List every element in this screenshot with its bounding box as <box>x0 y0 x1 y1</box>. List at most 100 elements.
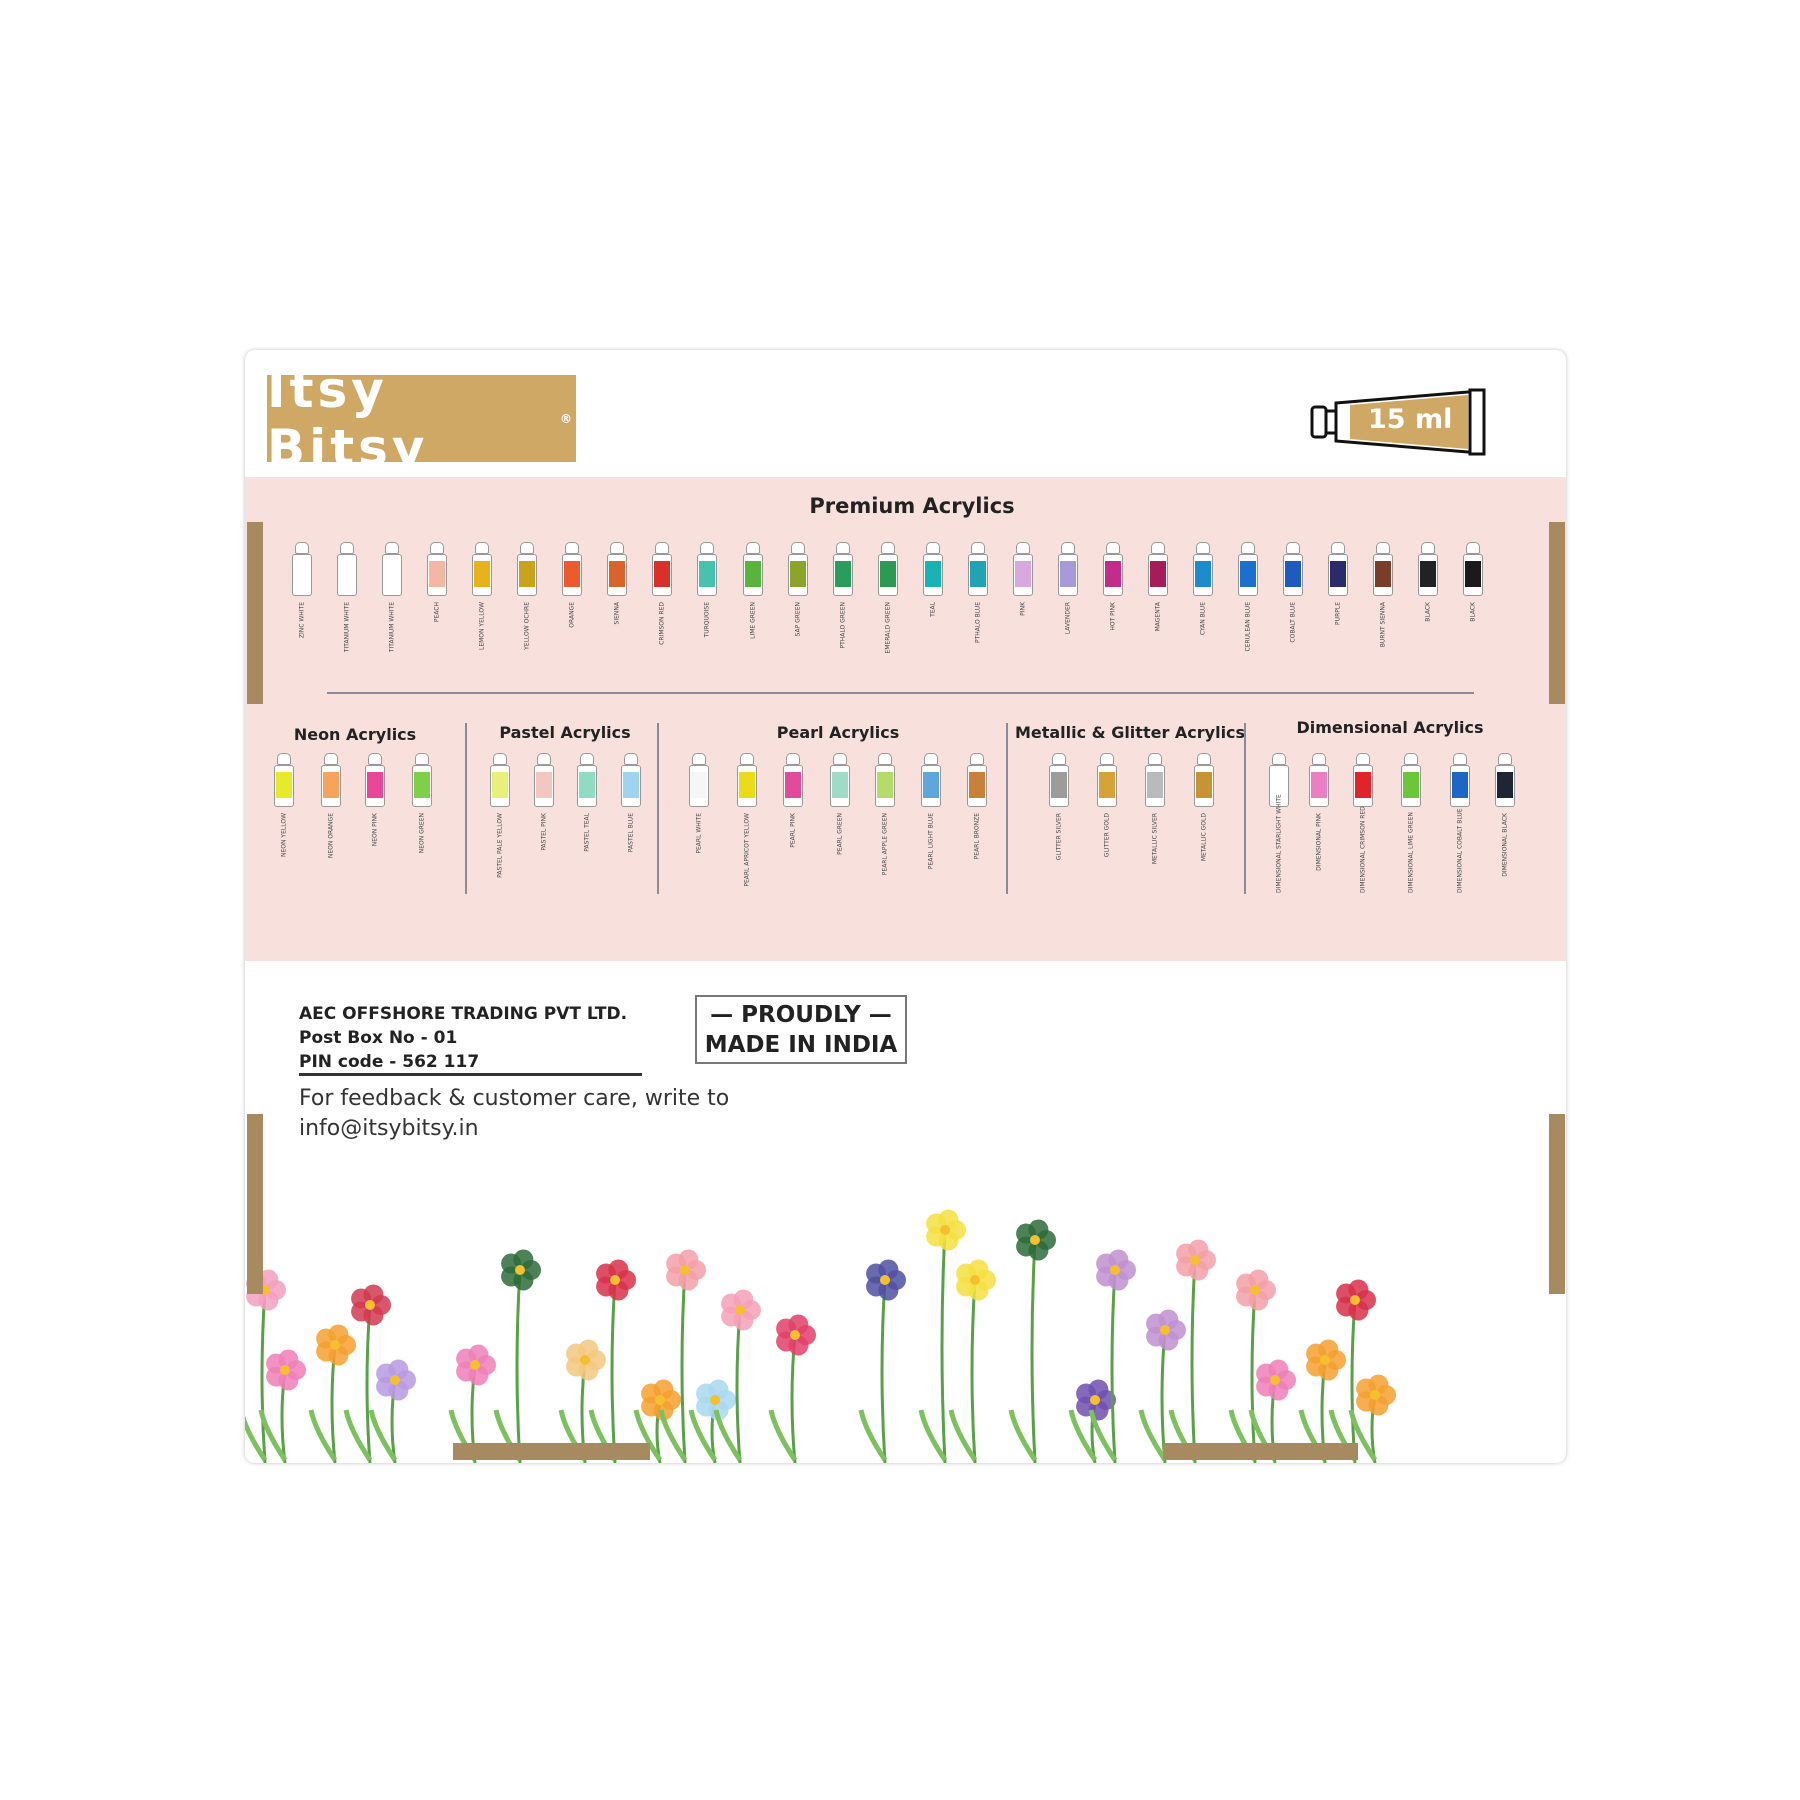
tube-color-swatch <box>923 772 939 798</box>
tube-cap <box>1498 753 1512 765</box>
tube-color-swatch <box>1014 561 1031 587</box>
tube-color-label: PASTEL PALE YELLOW <box>496 813 504 878</box>
tube-color-swatch <box>1330 561 1347 587</box>
tube-body <box>877 554 898 596</box>
tube-body <box>427 554 448 596</box>
tube-color-swatch <box>1355 772 1371 798</box>
paint-tube: ORANGE <box>561 542 583 628</box>
tube-cap <box>520 542 535 554</box>
divider <box>1244 723 1246 894</box>
neon-acrylics-title: Neon Acrylics <box>293 725 417 744</box>
flower-petal <box>708 1379 729 1400</box>
tube-body <box>1193 554 1213 596</box>
leaf <box>858 1409 888 1462</box>
tube-color-label: SAP GREEN <box>794 602 802 637</box>
tube-cap <box>1331 542 1346 554</box>
tube-color-label: CYAN BLUE <box>1199 602 1207 636</box>
tube-body <box>1194 765 1214 807</box>
paint-tube: COBALT BLUE <box>1282 542 1304 643</box>
volume-label: 15 ml <box>1368 404 1453 435</box>
tube-color-label: YELLOW OCHRE <box>523 602 531 650</box>
flower-center <box>390 1375 400 1385</box>
tube-cap <box>1272 753 1286 765</box>
leaf <box>768 1409 798 1462</box>
paint-tube: PASTEL PALE YELLOW <box>489 753 511 878</box>
pastel-acrylics-title: Pastel Acrylics <box>499 723 631 742</box>
tube-cap <box>833 753 847 765</box>
tube-cap <box>1150 542 1165 554</box>
tube-body <box>1328 554 1349 596</box>
tube-color-swatch <box>384 561 401 587</box>
tube-cap <box>1286 542 1301 554</box>
paint-tube: GLITTER SILVER <box>1048 753 1070 860</box>
paint-tube: PEARL WHITE <box>688 753 710 854</box>
tube-body <box>787 554 808 596</box>
paint-tube: DIMENSIONAL BLACK <box>1494 753 1516 877</box>
tube-body <box>1238 554 1259 596</box>
tube-cap <box>415 753 429 765</box>
tube-body <box>562 554 583 596</box>
tube-color-swatch <box>536 772 552 798</box>
tube-body <box>1283 554 1304 596</box>
flower-petal <box>1368 1374 1389 1395</box>
flower-petal <box>1348 1279 1369 1300</box>
tube-color-label: PASTEL PINK <box>540 813 548 851</box>
leaf <box>633 1409 663 1462</box>
made-in-india-badge: — PROUDLY — MADE IN INDIA <box>695 995 907 1064</box>
tube-cap <box>700 542 715 554</box>
cardboard-edge <box>1163 1443 1358 1460</box>
tube-body <box>922 554 943 596</box>
flower-center <box>1250 1285 1260 1295</box>
paint-tube: TEAL <box>922 542 944 617</box>
tube-color-label: DIMENSIONAL COBALT BLUE <box>1456 808 1464 893</box>
cardboard-edge <box>1549 522 1565 704</box>
tube-body <box>921 765 941 807</box>
flower-center <box>1370 1390 1380 1400</box>
paint-tube: BLACK <box>1417 542 1439 622</box>
flower-center <box>365 1300 375 1310</box>
tube-color-swatch <box>832 772 848 798</box>
tube-color-swatch <box>739 772 755 798</box>
tube-color-label: DIMENSIONAL STARLIGHT WHITE <box>1275 794 1283 893</box>
paint-tube-volume-icon: 15 ml <box>1310 387 1500 461</box>
tube-body <box>1147 554 1168 596</box>
tube-cap <box>655 542 670 554</box>
tube-cap <box>790 542 805 554</box>
paint-tube: PASTEL TEAL <box>576 753 598 852</box>
tube-color-label: CERULEAN BLUE <box>1244 602 1252 652</box>
paint-tube: HOT PINK <box>1102 542 1124 631</box>
tube-color-label: GLITTER GOLD <box>1103 813 1111 858</box>
flower-petal <box>578 1339 599 1360</box>
tube-body <box>1463 554 1484 596</box>
tube-cap <box>1100 753 1114 765</box>
flower-center <box>735 1305 745 1315</box>
tube-cap <box>580 753 594 765</box>
paint-tube: NEON ORANGE <box>320 753 342 858</box>
company-address: AEC OFFSHORE TRADING PVT LTD. Post Box N… <box>299 1002 627 1074</box>
tube-color-swatch <box>1147 772 1163 798</box>
tube-cap <box>925 542 940 554</box>
flower-stem <box>515 1269 522 1463</box>
tube-color-label: LEMON YELLOW <box>478 602 486 651</box>
tube-cap <box>878 753 892 765</box>
paint-box-back-panel: Itsy Bitsy ® 15 ml Premium Acrylics ZINC … <box>245 350 1566 1463</box>
flower-stem <box>940 1229 947 1463</box>
flower-center <box>1090 1395 1100 1405</box>
paint-tube: LEMON YELLOW <box>471 542 493 650</box>
tube-color-label: TEAL <box>929 602 937 617</box>
tube-color-swatch <box>1196 772 1212 798</box>
tube-color-swatch <box>877 772 893 798</box>
flower-petal <box>1248 1269 1269 1290</box>
tube-color-swatch <box>1099 772 1115 798</box>
tube-body <box>967 554 988 596</box>
tube-color-label: MAGENTA <box>1154 602 1162 632</box>
flower-center <box>680 1265 690 1275</box>
brand-logo: Itsy Bitsy ® <box>267 361 576 477</box>
flower-petal <box>1088 1379 1109 1400</box>
tube-color-label: PEARL GREEN <box>836 813 844 855</box>
paint-tube: GLITTER GOLD <box>1096 753 1118 857</box>
registered-mark: ® <box>560 411 576 426</box>
flower-center <box>470 1360 480 1370</box>
tube-cap <box>970 753 984 765</box>
tube-cap <box>970 542 985 554</box>
